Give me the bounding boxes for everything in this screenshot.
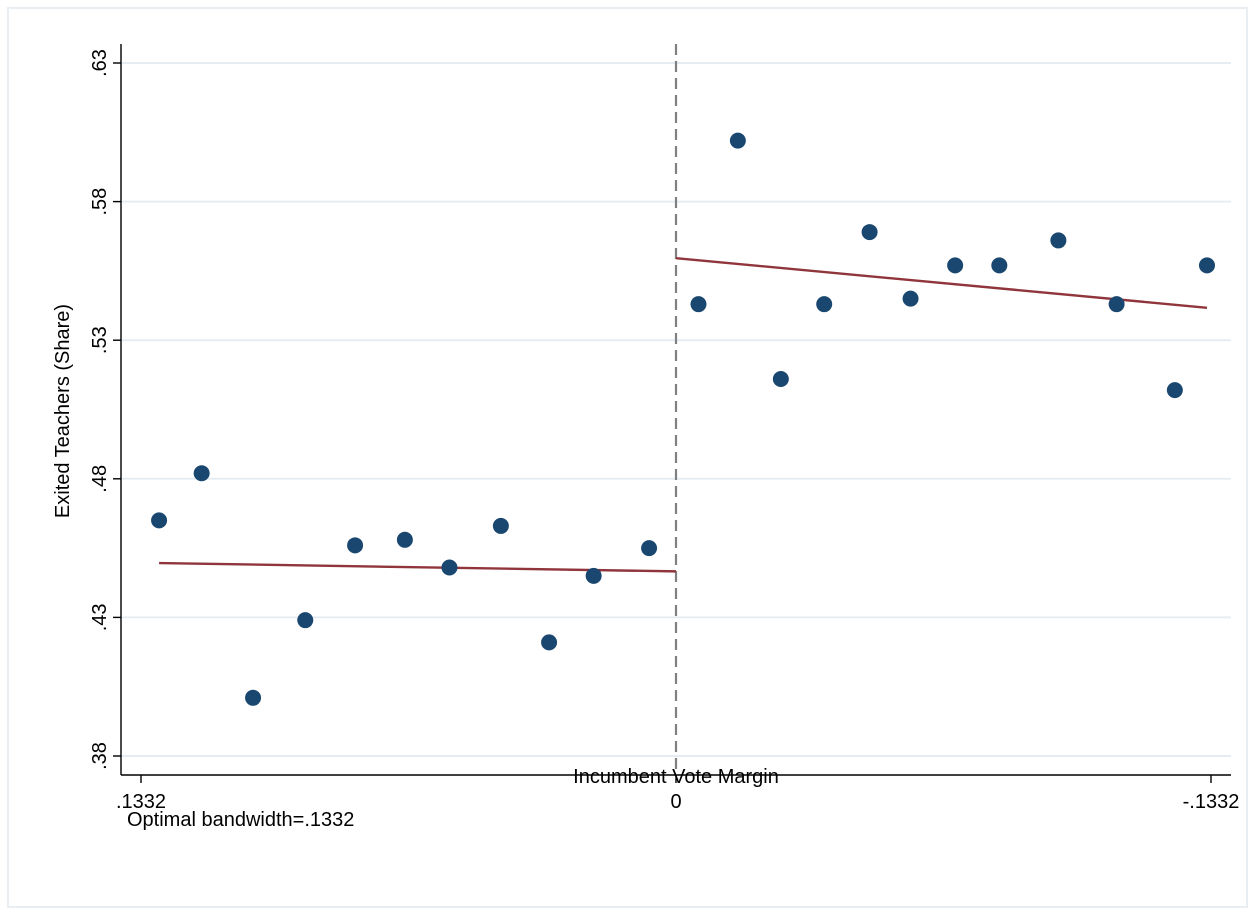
y-tick-label: .53 [89, 326, 111, 354]
y-tick-label: .58 [89, 188, 111, 216]
scatter-point [861, 224, 878, 241]
y-tick-label: .48 [89, 465, 111, 493]
scatter-point [816, 296, 833, 313]
x-tick-label: -.1332 [1183, 791, 1240, 813]
chart-frame [7, 7, 1248, 908]
scatter-point [947, 257, 964, 274]
scatter-point [1198, 257, 1215, 274]
scatter-point [1166, 382, 1183, 399]
scatter-point [1050, 232, 1067, 249]
scatter-point [151, 512, 168, 529]
scatter-point [347, 537, 364, 554]
fit-line [675, 256, 1208, 309]
scatter-point [772, 371, 789, 388]
tick-layer: .38 .43 .48 .53 .58 .63 .1332 0 -.1332 [89, 49, 1239, 813]
scatter-point [193, 465, 210, 482]
scatter-point [585, 567, 602, 584]
bandwidth-note: Optimal bandwidth=.1332 [127, 809, 354, 831]
y-tick-label: .38 [89, 742, 111, 770]
x-tick-label: .1332 [116, 791, 166, 813]
y-tick-label: .63 [89, 49, 111, 77]
scatter-point [396, 531, 413, 548]
scatter-point-layer [151, 132, 1215, 706]
scatter-point [729, 132, 746, 149]
scatter-point [902, 290, 919, 307]
scatter-point [297, 612, 314, 629]
x-tick-label: 0 [670, 791, 681, 813]
scatter-point [1108, 296, 1125, 313]
scatter-point [541, 634, 558, 651]
scatter-point [991, 257, 1008, 274]
scatter-point [492, 517, 509, 534]
y-tick-label: .43 [89, 603, 111, 631]
scatter-point [245, 689, 262, 706]
scatter-point [690, 296, 707, 313]
scatter-point [441, 559, 458, 576]
scatter-point [641, 540, 658, 557]
x-axis-title: Incumbent Vote Margin [573, 766, 779, 788]
y-axis-title: Exited Teachers (Share) [52, 304, 74, 518]
fit-line-layer [159, 256, 1208, 573]
